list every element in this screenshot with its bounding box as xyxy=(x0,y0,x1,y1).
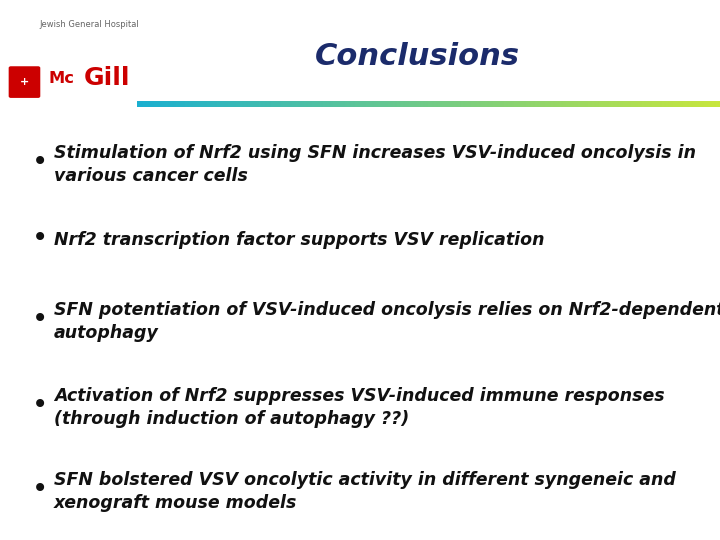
Text: Nrf2 transcription factor supports VSV replication: Nrf2 transcription factor supports VSV r… xyxy=(54,231,544,249)
Text: SFN potentiation of VSV-induced oncolysis relies on Nrf2-dependent
autophagy: SFN potentiation of VSV-induced oncolysi… xyxy=(54,301,720,342)
Text: •: • xyxy=(32,391,48,419)
Text: Gill: Gill xyxy=(84,66,130,90)
Text: +: + xyxy=(20,77,29,87)
Text: Activation of Nrf2 suppresses VSV-induced immune responses
(through induction of: Activation of Nrf2 suppresses VSV-induce… xyxy=(54,387,665,428)
Text: •: • xyxy=(32,305,48,333)
Text: Jewish General Hospital: Jewish General Hospital xyxy=(40,20,140,29)
FancyBboxPatch shape xyxy=(9,67,40,97)
Text: •: • xyxy=(32,148,48,176)
Text: Stimulation of Nrf2 using SFN increases VSV-induced oncolysis in
various cancer : Stimulation of Nrf2 using SFN increases … xyxy=(54,144,696,185)
Text: Mc: Mc xyxy=(49,71,75,86)
Text: •: • xyxy=(32,224,48,252)
Text: SFN bolstered VSV oncolytic activity in different syngeneic and
xenograft mouse : SFN bolstered VSV oncolytic activity in … xyxy=(54,471,676,512)
Text: •: • xyxy=(32,475,48,503)
Text: Conclusions: Conclusions xyxy=(315,42,520,71)
